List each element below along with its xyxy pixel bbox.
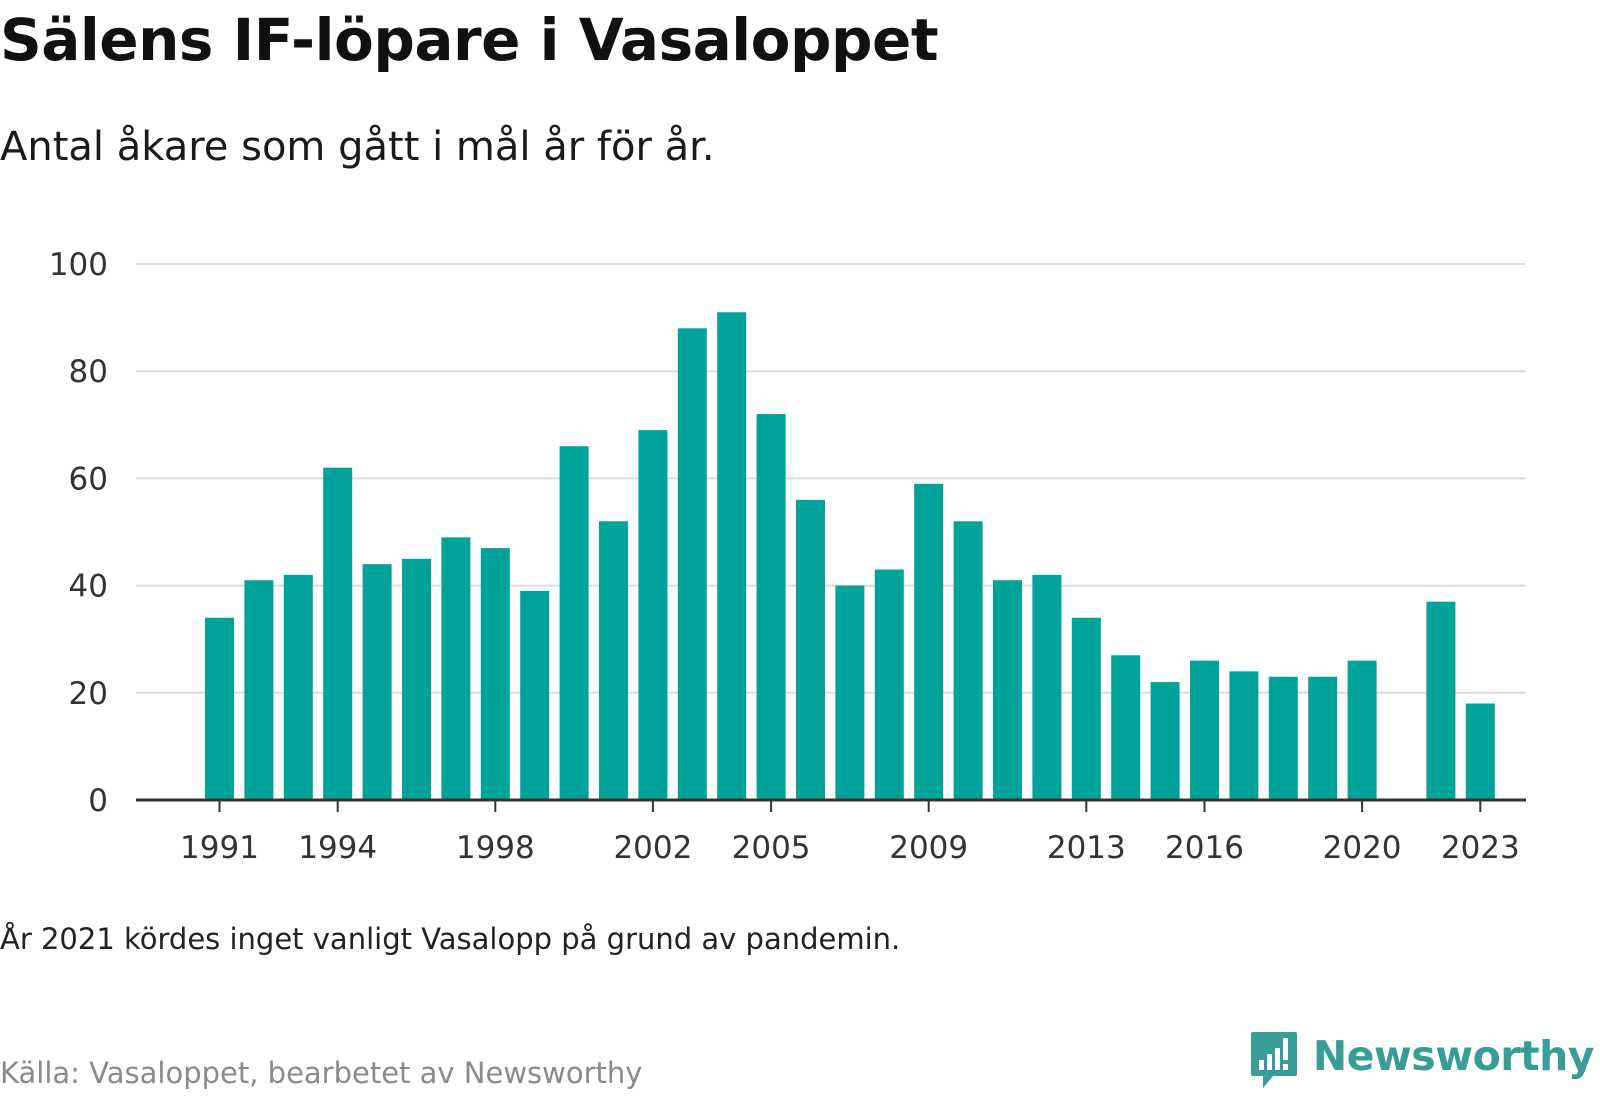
chart-subtitle: Antal åkare som gått i mål år för år. bbox=[0, 124, 715, 170]
x-tick-label-2002: 2002 bbox=[613, 830, 692, 866]
bar-2004 bbox=[717, 312, 747, 800]
bar-2001 bbox=[599, 521, 628, 800]
bar-1999 bbox=[520, 590, 550, 800]
x-tick-label-2013: 2013 bbox=[1047, 830, 1126, 866]
bar-2018 bbox=[1268, 676, 1298, 800]
x-tick-label-1994: 1994 bbox=[298, 830, 377, 866]
bar-2010 bbox=[953, 521, 983, 800]
y-tick-label-40: 40 bbox=[69, 569, 108, 605]
bar-2005 bbox=[756, 414, 786, 800]
bar-2023 bbox=[1465, 703, 1495, 800]
x-axis-labels: 1991 1994 1998 2002 2005 2009 2013 2016 2020 2023 bbox=[180, 830, 1520, 866]
bar-2013 bbox=[1071, 617, 1101, 800]
bar-2012 bbox=[1032, 574, 1062, 800]
x-tick-label-2023: 2023 bbox=[1441, 830, 1520, 866]
x-tick-label-2005: 2005 bbox=[732, 830, 811, 866]
x-tick-label-2009: 2009 bbox=[889, 830, 968, 866]
bar-2006 bbox=[796, 499, 825, 800]
y-tick-label-100: 100 bbox=[49, 247, 108, 283]
source-credit: Källa: Vasaloppet, bearbetet av Newswort… bbox=[0, 1056, 643, 1090]
brand-logo: Newsworthy bbox=[1249, 1030, 1595, 1110]
bar-2011 bbox=[993, 580, 1022, 800]
bar-2008 bbox=[874, 569, 904, 800]
bar-2020 bbox=[1347, 660, 1377, 800]
bar-1994 bbox=[323, 467, 353, 800]
bar-chart: 0 20 40 60 80 100 1991 1994 1998 2002 2005 2009 201… bbox=[49, 247, 1526, 866]
bar-1991 bbox=[205, 617, 234, 800]
x-tick-label-1991: 1991 bbox=[180, 830, 259, 866]
y-axis-labels: 0 20 40 60 80 100 bbox=[49, 247, 108, 819]
y-tick-label-60: 60 bbox=[69, 461, 108, 497]
y-tick-label-20: 20 bbox=[69, 676, 108, 712]
bar-2000 bbox=[559, 446, 589, 800]
bar-1998 bbox=[480, 548, 510, 800]
chart-title: Sälens IF-löpare i Vasaloppet bbox=[0, 6, 939, 74]
bar-1996 bbox=[402, 558, 431, 800]
x-tick-label-2016: 2016 bbox=[1165, 830, 1244, 866]
y-tick-label-0: 0 bbox=[88, 783, 108, 819]
bar-1995 bbox=[362, 564, 392, 800]
bar-2009 bbox=[914, 483, 944, 800]
chart-note: År 2021 kördes inget vanligt Vasalopp på… bbox=[0, 922, 901, 956]
bars bbox=[205, 312, 1495, 800]
bar-2019 bbox=[1308, 676, 1338, 800]
x-axis bbox=[136, 798, 1526, 812]
bar-2002 bbox=[638, 430, 668, 800]
bar-2003 bbox=[677, 328, 707, 800]
bar-1993 bbox=[283, 574, 313, 800]
brand-name: Newsworthy bbox=[1312, 1032, 1595, 1080]
bar-2017 bbox=[1229, 671, 1259, 800]
x-tick-label-2020: 2020 bbox=[1323, 830, 1402, 866]
bar-2014 bbox=[1111, 655, 1141, 800]
bar-1992 bbox=[244, 580, 274, 800]
bar-1997 bbox=[441, 537, 471, 800]
y-tick-label-80: 80 bbox=[69, 354, 108, 390]
bar-2015 bbox=[1150, 682, 1180, 800]
bar-2022 bbox=[1426, 601, 1456, 800]
bar-2007 bbox=[835, 585, 865, 800]
bar-2016 bbox=[1190, 660, 1219, 800]
x-tick-label-1998: 1998 bbox=[456, 830, 535, 866]
newsworthy-logo-icon bbox=[1250, 1032, 1297, 1088]
